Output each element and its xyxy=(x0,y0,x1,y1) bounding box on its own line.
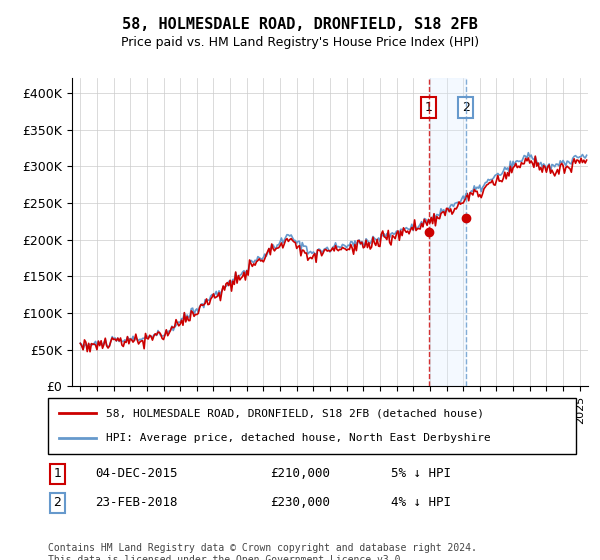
Text: 1: 1 xyxy=(425,101,433,114)
Text: 58, HOLMESDALE ROAD, DRONFIELD, S18 2FB: 58, HOLMESDALE ROAD, DRONFIELD, S18 2FB xyxy=(122,17,478,32)
Text: £210,000: £210,000 xyxy=(270,467,330,480)
Text: 23-FEB-2018: 23-FEB-2018 xyxy=(95,496,178,510)
Text: £230,000: £230,000 xyxy=(270,496,330,510)
Text: 2: 2 xyxy=(462,101,470,114)
Text: Price paid vs. HM Land Registry's House Price Index (HPI): Price paid vs. HM Land Registry's House … xyxy=(121,36,479,49)
Text: 2: 2 xyxy=(53,496,61,510)
Text: 4% ↓ HPI: 4% ↓ HPI xyxy=(391,496,451,510)
Text: 04-DEC-2015: 04-DEC-2015 xyxy=(95,467,178,480)
Text: 1: 1 xyxy=(53,467,61,480)
FancyBboxPatch shape xyxy=(48,398,576,454)
Text: 5% ↓ HPI: 5% ↓ HPI xyxy=(391,467,451,480)
Text: 58, HOLMESDALE ROAD, DRONFIELD, S18 2FB (detached house): 58, HOLMESDALE ROAD, DRONFIELD, S18 2FB … xyxy=(106,408,484,418)
Text: Contains HM Land Registry data © Crown copyright and database right 2024.
This d: Contains HM Land Registry data © Crown c… xyxy=(48,543,477,560)
Bar xyxy=(428,78,466,386)
Text: HPI: Average price, detached house, North East Derbyshire: HPI: Average price, detached house, Nort… xyxy=(106,433,491,443)
